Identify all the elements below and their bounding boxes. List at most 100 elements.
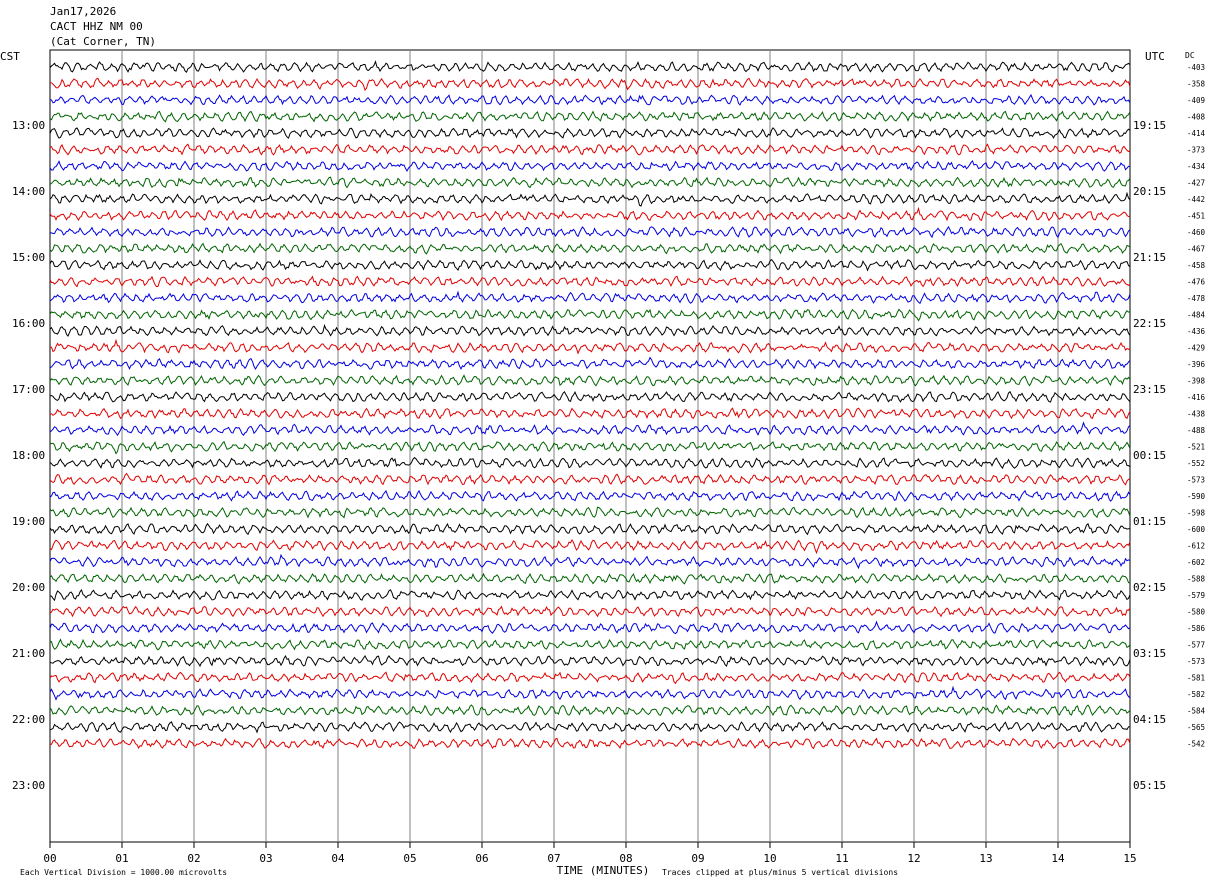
header-date: Jan17,2026 — [50, 5, 117, 18]
seismic-trace — [49, 588, 1131, 602]
seismic-trace — [49, 242, 1131, 255]
seismic-trace — [49, 605, 1131, 618]
dc-offset-label: -580 — [1187, 608, 1206, 617]
x-tick-label: 01 — [115, 852, 128, 865]
dc-offset-label: -478 — [1187, 294, 1206, 303]
seismic-trace — [49, 323, 1131, 338]
right-hour-label: 23:15 — [1133, 383, 1166, 396]
right-hour-label: 01:15 — [1133, 515, 1166, 528]
dc-offset-label: -427 — [1187, 179, 1205, 188]
dc-offset-label: -590 — [1187, 492, 1206, 501]
dc-offset-label: -414 — [1187, 129, 1206, 138]
dc-offset-label: -484 — [1187, 311, 1206, 320]
dc-offset-label: -579 — [1187, 591, 1205, 600]
footer-scale-note: Each Vertical Division = 1000.00 microvo… — [20, 868, 227, 877]
left-hour-label: 15:00 — [12, 251, 45, 264]
dc-offset-label: -409 — [1187, 96, 1205, 105]
left-hour-label: 18:00 — [12, 449, 45, 462]
x-tick-label: 10 — [763, 852, 776, 865]
seismic-trace — [49, 704, 1131, 717]
seismic-trace — [49, 737, 1131, 750]
left-hour-label: 19:00 — [12, 515, 45, 528]
dc-offset-label: -408 — [1187, 113, 1206, 122]
x-tick-label: 09 — [691, 852, 704, 865]
seismic-trace — [49, 472, 1131, 486]
seismic-trace — [49, 159, 1131, 173]
left-hour-label: 23:00 — [12, 779, 45, 792]
seismic-trace — [49, 654, 1131, 668]
x-tick-label: 05 — [403, 852, 416, 865]
right-hour-label: 22:15 — [1133, 317, 1166, 330]
left-hour-label: 21:00 — [12, 647, 45, 660]
dc-offset-label: -598 — [1187, 509, 1206, 518]
seismic-trace — [49, 93, 1131, 106]
seismic-trace — [49, 225, 1131, 239]
dc-offset-label: -403 — [1187, 63, 1205, 72]
dc-offset-label: -582 — [1187, 690, 1205, 699]
x-tick-label: 08 — [619, 852, 632, 865]
seismic-trace — [49, 275, 1131, 288]
dc-offset-label: -460 — [1187, 228, 1206, 237]
dc-offset-label: -586 — [1187, 624, 1206, 633]
seismic-trace — [49, 206, 1131, 222]
seismic-trace — [49, 258, 1131, 272]
dc-offset-label: -588 — [1187, 575, 1206, 584]
dc-offset-label: -358 — [1187, 80, 1206, 89]
seismic-trace — [49, 374, 1131, 387]
seismic-trace — [49, 356, 1131, 371]
left-hour-label: 17:00 — [12, 383, 45, 396]
seismic-trace — [49, 421, 1131, 437]
dc-offset-label: -442 — [1187, 195, 1205, 204]
seismic-trace — [49, 553, 1131, 570]
right-hour-label: 21:15 — [1133, 251, 1166, 264]
right-hour-label: 03:15 — [1133, 647, 1166, 660]
dc-offset-label: -581 — [1187, 674, 1205, 683]
right-hour-label: 00:15 — [1133, 449, 1166, 462]
right-hour-label: 05:15 — [1133, 779, 1166, 792]
right-hour-label: 19:15 — [1133, 119, 1166, 132]
dc-offset-label: -565 — [1187, 723, 1205, 732]
seismic-trace — [49, 338, 1131, 355]
x-tick-label: 04 — [331, 852, 345, 865]
seismic-trace — [49, 721, 1131, 734]
seismic-trace — [49, 671, 1131, 685]
seismic-trace — [49, 506, 1131, 519]
seismic-trace — [49, 638, 1131, 651]
header-location: (Cat Corner, TN) — [50, 35, 156, 48]
dc-offset-label: -584 — [1187, 707, 1206, 716]
seismic-trace — [49, 489, 1131, 502]
right-hour-label: 20:15 — [1133, 185, 1166, 198]
x-tick-label: 12 — [907, 852, 920, 865]
x-tick-label: 06 — [475, 852, 488, 865]
dc-offset-label: -434 — [1187, 162, 1206, 171]
left-hour-label: 22:00 — [12, 713, 45, 726]
dc-offset-label: -542 — [1187, 740, 1205, 749]
dc-offset-label: -436 — [1187, 327, 1206, 336]
dc-offset-label: -396 — [1187, 360, 1206, 369]
dc-offset-label: -398 — [1187, 377, 1206, 386]
seismic-trace — [49, 127, 1131, 139]
x-tick-label: 11 — [835, 852, 848, 865]
x-tick-label: 15 — [1123, 852, 1136, 865]
left-hour-label: 16:00 — [12, 317, 45, 330]
left-hour-label: 13:00 — [12, 119, 45, 132]
seismic-trace — [49, 290, 1131, 305]
seismic-trace — [49, 685, 1131, 701]
dc-offset-label: -573 — [1187, 476, 1205, 485]
left-hour-label: 14:00 — [12, 185, 45, 198]
seismic-trace — [49, 308, 1131, 322]
dc-offset-label: -429 — [1187, 344, 1205, 353]
seismic-trace — [49, 191, 1131, 207]
footer-clip-note: Traces clipped at plus/minus 5 vertical … — [662, 868, 898, 877]
seismic-trace — [49, 539, 1131, 555]
seismic-trace — [49, 620, 1131, 635]
dc-offset-label: -451 — [1187, 212, 1205, 221]
seismic-trace — [49, 572, 1131, 585]
left-hour-label: 20:00 — [12, 581, 45, 594]
seismic-trace — [49, 456, 1131, 470]
dc-offset-label: -600 — [1187, 525, 1206, 534]
dc-offset-label: -467 — [1187, 245, 1205, 254]
dc-offset-label: -612 — [1187, 542, 1205, 551]
seismic-trace — [49, 143, 1131, 156]
